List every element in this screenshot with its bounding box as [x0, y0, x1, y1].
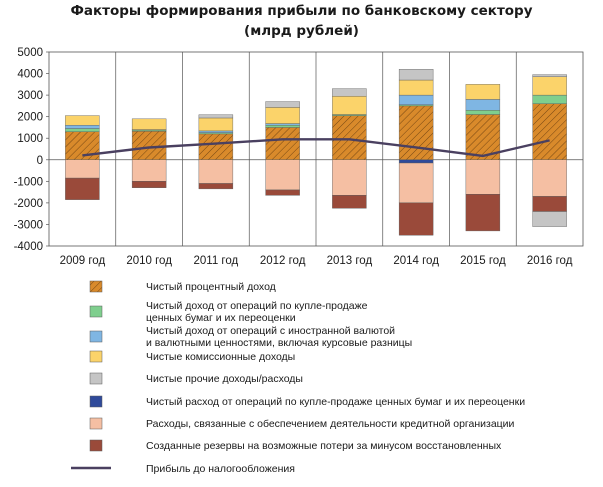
bar-segment-8-2	[532, 94, 567, 104]
x-tick-label: 2011 год	[194, 255, 239, 267]
bar-segment-5-7	[332, 159, 367, 196]
bar-segment-4-4	[265, 107, 300, 124]
bar-segment-5-4	[332, 95, 367, 115]
plot-area: 5000 4000 3000 2000 1000 0 -1000 -2000 -3000 -400…	[14, 47, 584, 267]
bar-segment-3-7	[198, 159, 234, 184]
legend-swatch	[89, 417, 103, 430]
legend-label: Чистые комиссионные доходы	[146, 351, 295, 363]
bar-segment-3-4	[198, 117, 234, 132]
bar-segment-1-3	[65, 125, 100, 129]
chart-subtitle: (млрд рублей)	[244, 23, 359, 39]
legend-swatch	[89, 305, 103, 318]
bar-segment-4-5	[265, 101, 300, 108]
y-tick-label: 0	[37, 155, 43, 167]
bar-segment-8-4	[532, 76, 567, 96]
legend-label: Расходы, связанные с обеспечением деятел…	[146, 418, 515, 430]
x-tick-label: 2014 год	[393, 255, 439, 267]
bar-segment-8-1	[532, 103, 567, 160]
bar-segment-7-4	[465, 84, 501, 100]
bar-segment-6-7	[398, 162, 434, 204]
bar-segment-4-3	[265, 123, 300, 126]
bar-segment-2-7	[131, 159, 167, 182]
y-tick-label: -4000	[14, 241, 43, 253]
legend-label: Созданные резервы на возможные потери за…	[146, 440, 502, 452]
legend-swatch	[89, 439, 103, 452]
bar-segment-1-7	[65, 159, 100, 179]
legend-swatch	[89, 330, 103, 343]
bar-segment-7-2	[465, 109, 501, 115]
bar-segment-7-3	[465, 99, 501, 111]
legend-swatch	[89, 372, 103, 385]
y-tick-label: 4000	[17, 69, 43, 81]
bar-segment-1-2	[65, 128, 100, 132]
legend: Чистый процентный доход Чистый доход от о…	[71, 280, 525, 475]
bar-segment-2-8	[131, 181, 167, 188]
legend-swatch	[89, 395, 103, 408]
x-tick-label: 2016 год	[527, 255, 573, 267]
legend-label: Чистый расход от операций по купле-прода…	[146, 396, 525, 408]
bar-segment-8-7	[532, 159, 567, 197]
legend-label: ценных бумаг и их переоценки	[146, 312, 296, 324]
legend-label: Чистый процентный доход	[146, 281, 276, 293]
legend-label: Чистые прочие доходы/расходы	[146, 373, 303, 385]
bar-segment-2-4	[131, 118, 167, 130]
bar-segment-1-1	[65, 131, 100, 160]
x-tick-label: 2010 год	[126, 255, 172, 267]
bar-segment-7-7	[465, 159, 501, 195]
x-tick-label: 2009 год	[60, 255, 106, 267]
bar-segment-6-4	[398, 79, 434, 96]
legend-label: и валютными ценностями, включая курсовые…	[146, 337, 412, 349]
y-tick-label: -3000	[14, 219, 43, 231]
bar-segment-6-3	[398, 94, 434, 106]
bar-segment-6-8	[398, 202, 434, 236]
x-tick-label: 2015 год	[460, 255, 506, 267]
bar-segment-3-8	[198, 183, 234, 190]
bar-segment-5-1	[332, 115, 367, 160]
chart-title: Факторы формирования прибыли по банковск…	[70, 3, 533, 19]
bar-segment-4-2	[265, 125, 300, 128]
bar-segment-6-5	[398, 69, 434, 81]
bar-segment-3-5	[198, 114, 234, 119]
bar-segment-8-5	[532, 74, 567, 77]
bar-segment-8-9	[532, 211, 567, 227]
x-tick-label: 2013 год	[327, 255, 373, 267]
legend-swatch	[89, 280, 103, 293]
bar-segment-5-8	[332, 195, 367, 209]
bar-segment-8-8	[532, 196, 567, 212]
y-tick-label: 5000	[17, 47, 43, 59]
legend-label: Чистый доход от операций с иностранной в…	[146, 325, 395, 337]
legend-label: Чистый доход от операций по купле-продаж…	[146, 300, 368, 312]
bar-segment-4-8	[265, 189, 300, 196]
legend-label: Прибыль до налогообложения	[146, 463, 295, 475]
profit-line	[82, 138, 550, 158]
x-tick-label: 2012 год	[260, 255, 306, 267]
bar-segment-4-1	[265, 127, 300, 160]
bar-segment-3-3	[198, 130, 234, 133]
bar-segment-6-1	[398, 105, 434, 160]
y-tick-label: 1000	[17, 133, 43, 145]
y-tick-label: -1000	[14, 176, 43, 188]
bar-segment-3-1	[198, 133, 234, 160]
bar-segment-6-6	[398, 159, 434, 164]
bar-segment-1-8	[65, 177, 100, 200]
y-tick-label: -2000	[14, 198, 43, 210]
y-tick-label: 2000	[17, 112, 43, 124]
bar-segment-4-7	[265, 159, 300, 191]
bar-segment-1-4	[65, 115, 100, 126]
y-tick-label: 3000	[17, 90, 43, 102]
legend-swatch	[89, 350, 103, 363]
bar-segment-7-8	[465, 194, 501, 232]
bar-segment-2-1	[131, 131, 167, 160]
bar-segment-5-5	[332, 88, 367, 97]
